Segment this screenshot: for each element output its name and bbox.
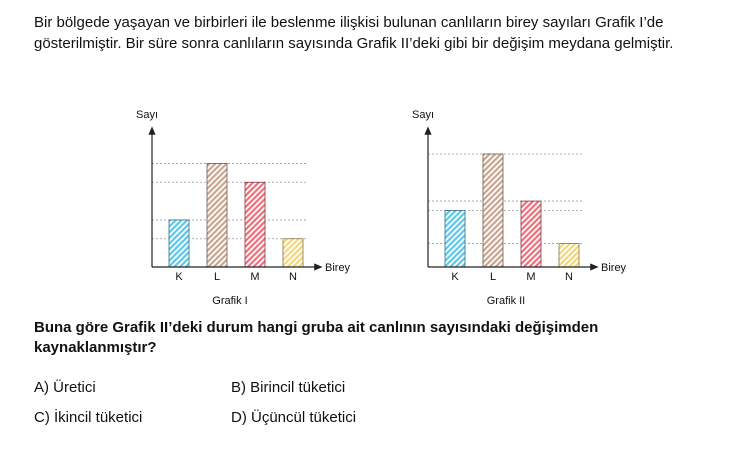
bar-k [444,210,466,268]
question-intro: Bir bölgede yaşayan ve birbirleri ile be… [34,14,674,52]
x-tick-label: N [565,271,573,283]
bar-l [482,153,504,268]
y-axis-label: Sayı [412,109,434,121]
chart-svg: K L M N Sayı Birey Grafik I [136,109,351,307]
x-tick-label: N [289,271,297,283]
question-prompt: Buna göre Grafik II’deki durum hangi gru… [34,319,599,356]
bar-n [282,238,304,268]
bar-m [244,181,266,268]
bar-m [520,200,542,268]
bar-k [168,219,190,268]
option-b[interactable]: B) Birincil tüketici [231,379,346,396]
x-tick-label: K [451,271,459,283]
x-tick-label: L [490,271,496,283]
chart-title: Grafik II [487,295,526,307]
chart-title: Grafik I [212,295,247,307]
grafik-2: K L M N Sayı Birey Grafik II [408,104,648,314]
x-tick-label: M [250,271,259,283]
x-axis-label: Birey [601,262,627,274]
chart-svg: K L M N Sayı Birey Grafik II [412,109,627,307]
x-axis-label: Birey [325,262,351,274]
x-tick-label: K [175,271,183,283]
x-tick-label: M [526,271,535,283]
bar-n [558,243,580,268]
y-axis-label: Sayı [136,109,158,121]
option-a[interactable]: A) Üretici [34,379,96,396]
option-d[interactable]: D) Üçüncül tüketici [231,409,357,426]
bar-l [206,163,228,268]
grafik-1: K L M N Sayı Birey Grafik I [132,104,372,314]
option-c[interactable]: C) İkincil tüketici [34,409,143,426]
x-tick-label: L [214,271,220,283]
